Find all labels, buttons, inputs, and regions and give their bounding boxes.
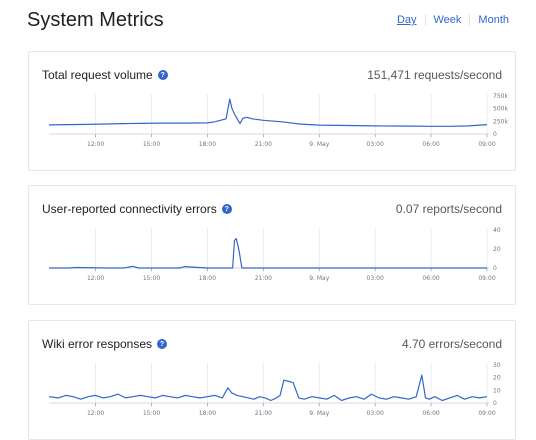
- y-tick-label: 750k: [493, 93, 508, 100]
- y-tick-label: 250k: [493, 118, 508, 125]
- panel-value: 151,471 requests/second: [367, 68, 502, 82]
- y-tick-label: 0: [493, 400, 497, 407]
- x-tick-label: 15:00: [143, 275, 160, 282]
- y-tick-label: 30: [493, 362, 501, 369]
- range-day-link[interactable]: Day: [396, 14, 417, 26]
- panel-title: Total request volume ?: [42, 68, 168, 82]
- panel-title-text: User-reported connectivity errors: [42, 202, 217, 216]
- info-icon[interactable]: ?: [221, 204, 232, 214]
- x-tick-label: 03:00: [367, 275, 384, 282]
- x-tick-label: 03:00: [367, 141, 384, 148]
- chart-wiki-error-responses: 12:00 15:00 18:00 21:00 9. May 03:00 06:00 09:0…: [48, 362, 501, 417]
- x-tick-label: 15:00: [143, 141, 160, 148]
- x-tick-label: 12:00: [87, 275, 104, 282]
- time-range-selector: Day Week Month: [389, 14, 517, 26]
- x-tick-label: 21:00: [255, 275, 272, 282]
- x-tick-label: 03:00: [367, 410, 384, 417]
- range-week-link[interactable]: Week: [424, 14, 470, 26]
- x-tick-label: 9. May: [309, 141, 329, 148]
- range-month-link[interactable]: Month: [469, 14, 517, 26]
- panel-title: User-reported connectivity errors ?: [42, 202, 232, 216]
- x-tick-label: 21:00: [255, 141, 272, 148]
- chart-connectivity-errors: 12:00 15:00 18:00 21:00 9. May 03:00 06:00 09:0…: [49, 227, 501, 282]
- x-tick-label: 06:00: [422, 275, 439, 282]
- x-tick-label: 09:00: [478, 275, 495, 282]
- x-tick-label: 12:00: [87, 410, 104, 417]
- series-line: [49, 238, 487, 269]
- panel-value: 4.70 errors/second: [401, 337, 502, 351]
- panel-value: 0.07 reports/second: [395, 202, 502, 216]
- x-tick-label: 18:00: [199, 410, 216, 417]
- x-tick-label: 18:00: [199, 141, 216, 148]
- y-tick-label: 500k: [493, 106, 508, 113]
- x-tick-label: 09:00: [478, 141, 495, 148]
- series-line: [48, 374, 488, 402]
- panel-total-request-volume: Total request volume ? 151,471 requests/…: [28, 51, 516, 171]
- x-tick-label: 06:00: [422, 141, 439, 148]
- panel-title: Wiki error responses ?: [42, 337, 168, 351]
- x-tick-label: 15:00: [143, 410, 160, 417]
- page-header: System Metrics Day Week Month: [0, 0, 536, 46]
- panel-title-text: Wiki error responses: [42, 337, 153, 351]
- y-tick-label: 20: [493, 375, 501, 382]
- page-title: System Metrics: [27, 9, 164, 31]
- x-tick-label: 09:00: [478, 410, 495, 417]
- chart-total-request-volume: 12:00 15:00 18:00 21:00 9. May 03:00 06:00 09:0…: [48, 93, 508, 148]
- info-icon[interactable]: ?: [157, 339, 168, 349]
- x-tick-label: 06:00: [422, 410, 439, 417]
- y-tick-label: 0: [493, 265, 497, 272]
- x-tick-label: 9. May: [309, 410, 329, 417]
- y-tick-label: 40: [493, 227, 501, 234]
- y-tick-label: 0: [493, 131, 497, 138]
- info-icon[interactable]: ?: [157, 70, 168, 80]
- x-tick-label: 12:00: [87, 141, 104, 148]
- y-tick-label: 10: [493, 387, 501, 394]
- x-tick-label: 9. May: [309, 275, 329, 282]
- x-tick-label: 18:00: [199, 275, 216, 282]
- panel-connectivity-errors: User-reported connectivity errors ? 0.07…: [28, 185, 516, 305]
- panel-title-text: Total request volume: [42, 68, 153, 82]
- x-tick-label: 21:00: [255, 410, 272, 417]
- panel-wiki-error-responses: Wiki error responses ? 4.70 errors/secon…: [28, 320, 516, 440]
- series-line: [48, 98, 488, 127]
- y-tick-label: 20: [493, 246, 501, 253]
